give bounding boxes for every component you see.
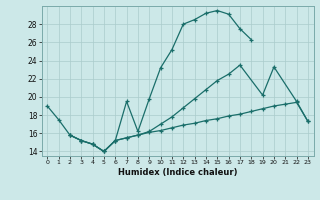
X-axis label: Humidex (Indice chaleur): Humidex (Indice chaleur) — [118, 168, 237, 177]
